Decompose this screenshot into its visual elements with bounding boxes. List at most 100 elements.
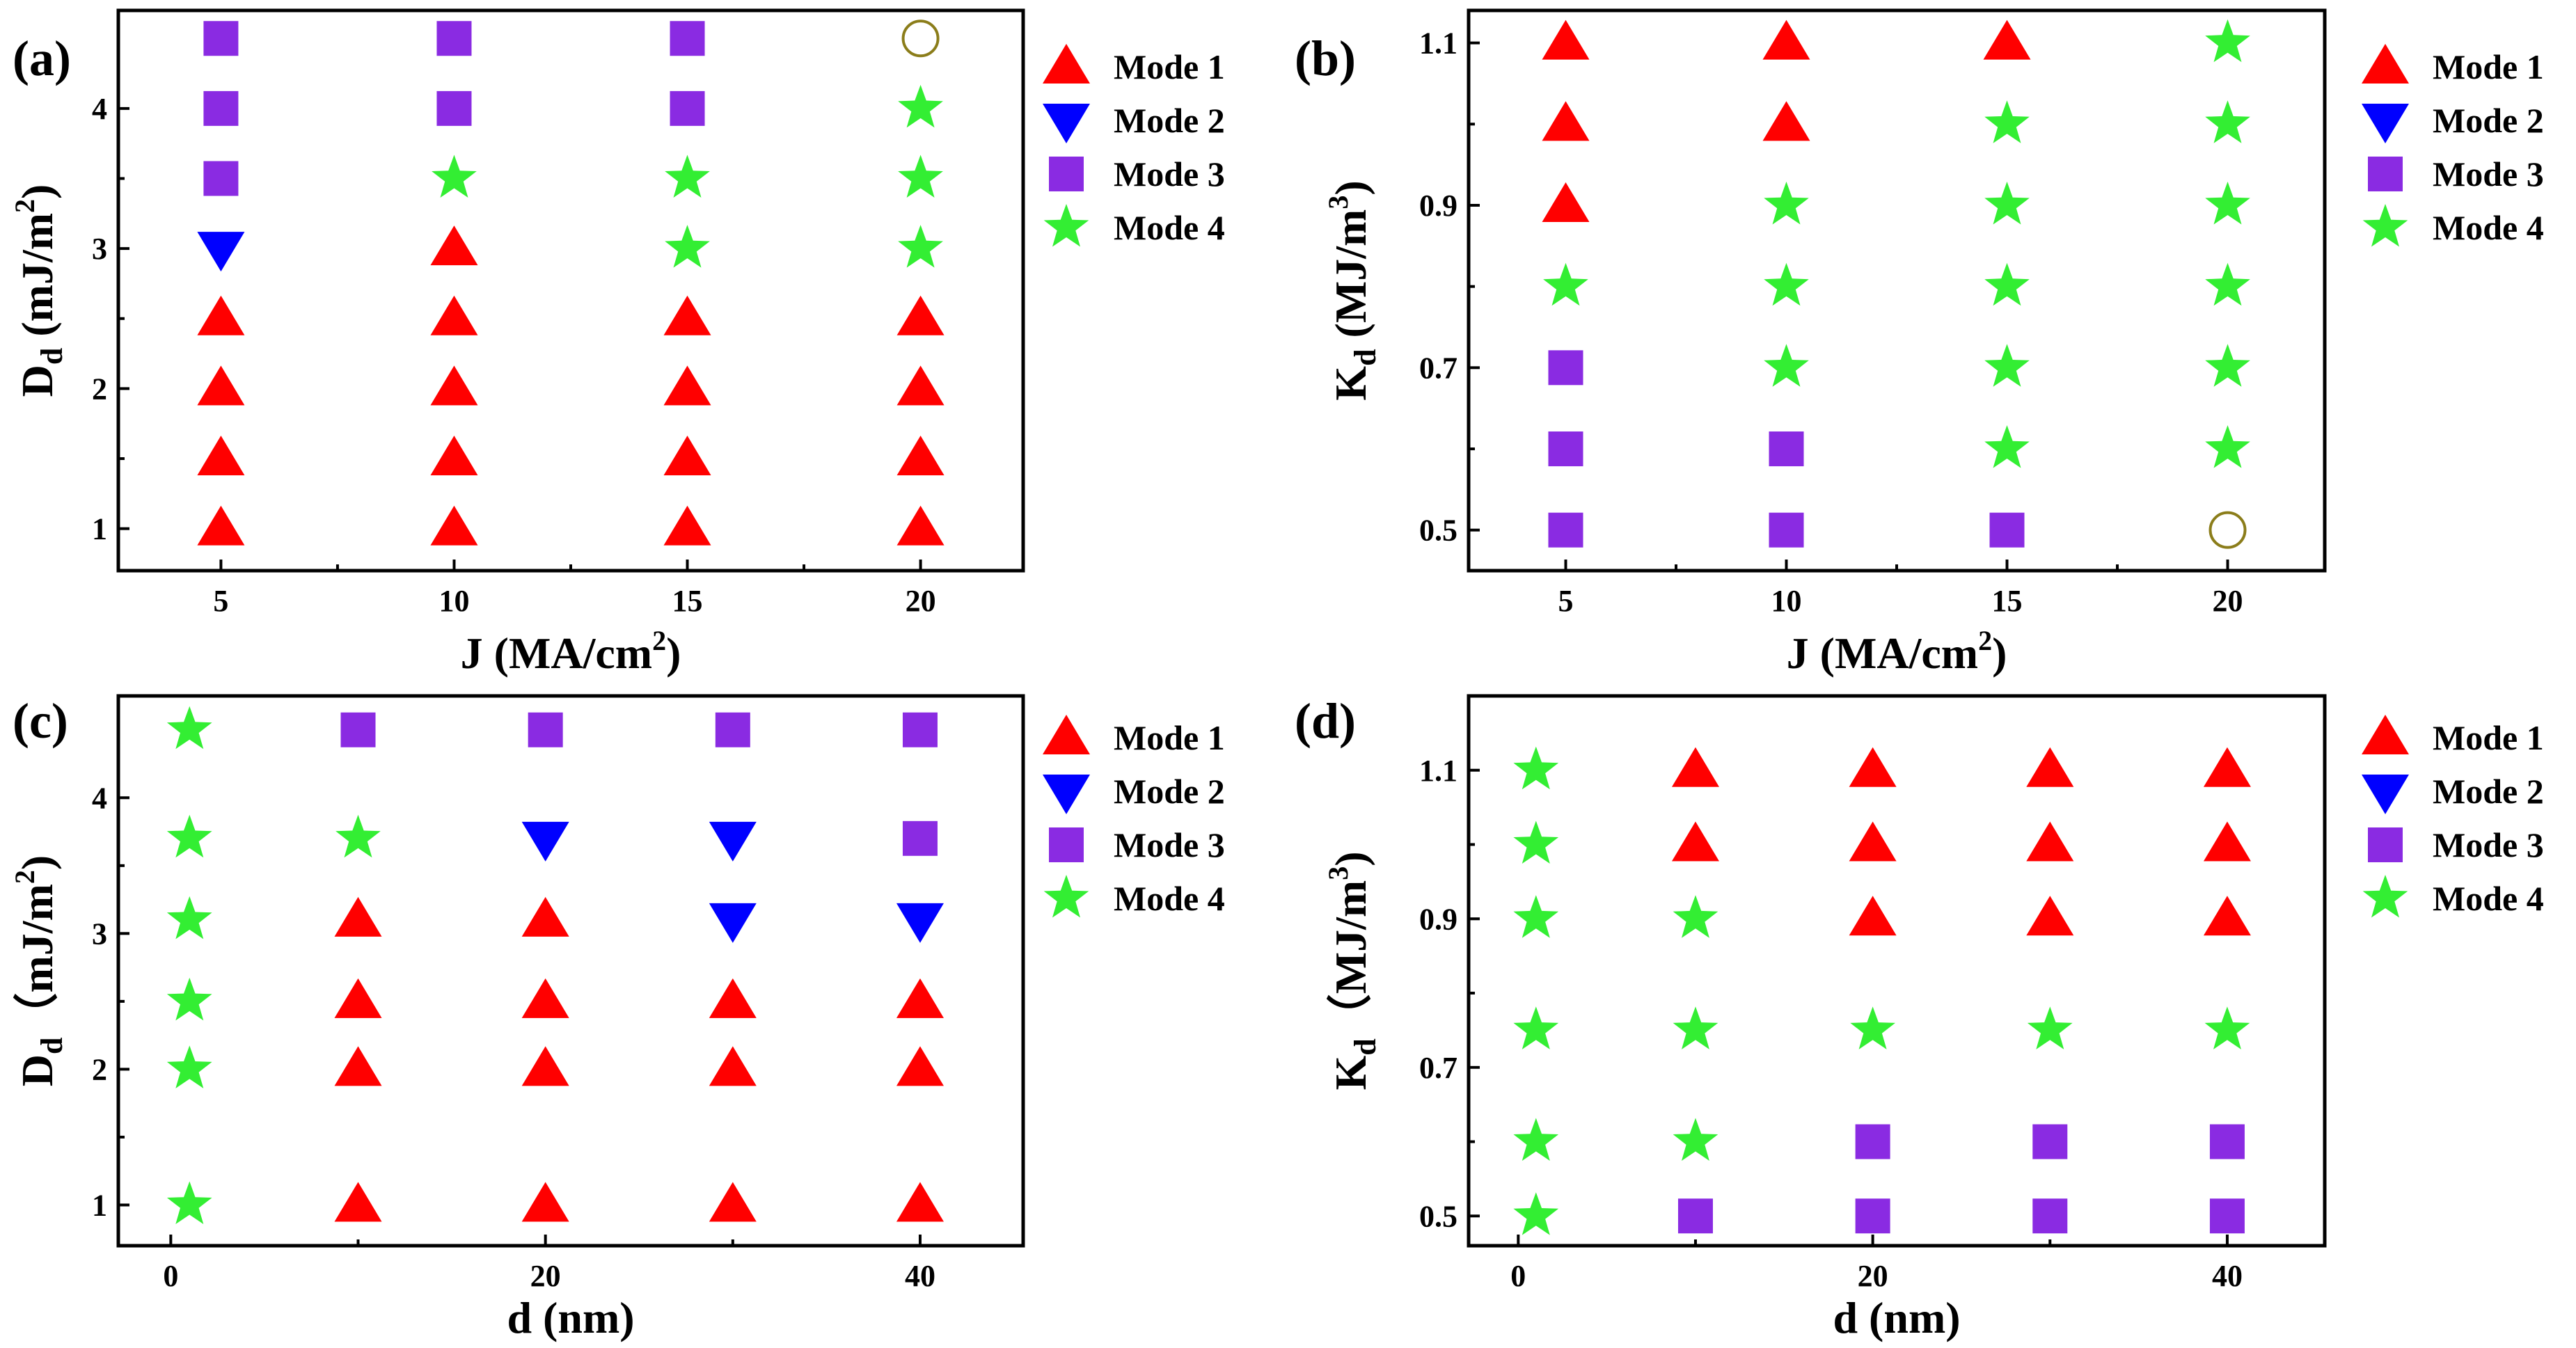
data-point-square-marker: [2209, 1124, 2245, 1159]
data-point-star-marker: [2027, 1006, 2073, 1049]
y-tick-label: 4: [92, 92, 107, 126]
plot-frame: [116, 694, 1025, 1248]
legend-star-marker: [2362, 875, 2408, 918]
x-tick-label: 10: [1771, 584, 1801, 618]
data-point-up-triangle-marker: [521, 896, 569, 937]
y-tick-label: 0.7: [1419, 1051, 1457, 1085]
data-point-square-marker: [670, 21, 705, 56]
y-tick-label: 0.9: [1419, 189, 1457, 223]
data-point-star-marker: [166, 1045, 212, 1088]
data-point-up-triangle-marker: [896, 295, 945, 335]
data-point-star-marker: [335, 814, 381, 858]
x-tick-label: 10: [438, 584, 469, 618]
data-point-down-triangle-marker: [709, 821, 757, 862]
x-tick-label: 0: [163, 1259, 178, 1293]
data-point-square-marker: [340, 712, 376, 747]
data-point-square-marker: [203, 90, 239, 126]
data-point-star-marker: [665, 225, 710, 268]
data-point-star-marker: [1513, 1118, 1559, 1161]
panel-label: (b): [1295, 31, 1356, 86]
data-point-star-marker: [1513, 820, 1559, 864]
data-point-up-triangle-marker: [197, 295, 245, 335]
data-point-up-triangle-marker: [896, 365, 945, 406]
y-tick-label: 0.5: [1419, 514, 1457, 548]
y-tick-label: 2: [92, 372, 107, 406]
data-point-up-triangle-marker: [1849, 821, 1897, 862]
data-point-up-triangle-marker: [2026, 747, 2074, 787]
data-point-star-marker: [1764, 262, 1809, 306]
data-point-star-marker: [1673, 1006, 1718, 1049]
x-axis-label: d (nm): [507, 1293, 634, 1342]
data-point-star-marker: [1984, 100, 2030, 143]
panel-d: 0 20 40 0.5 0.7 0.9 1.1 (d) d (nm) Kd（MJ/m3) Mode …: [1295, 693, 2544, 1342]
data-point-open-circle-marker: [901, 19, 940, 58]
y-tick-label: 3: [92, 232, 107, 266]
data-point-up-triangle-marker: [197, 365, 245, 406]
legend: Mode 1 Mode 2 Mode 3 Mode 4: [2362, 715, 2544, 918]
data-point-star-marker: [166, 896, 212, 939]
x-tick-label: 5: [213, 584, 228, 618]
legend-square-marker: [1049, 157, 1084, 191]
x-axis-label: J (MA/cm2): [1787, 625, 2007, 678]
data-point-star-marker: [1513, 895, 1559, 938]
data-point-up-triangle-marker: [1762, 19, 1810, 60]
data-point-up-triangle-marker: [663, 295, 711, 335]
legend-up-triangle-marker: [1043, 715, 1090, 754]
legend-star-marker: [1043, 204, 1089, 247]
y-axis-label: Kd (MJ/m3): [1322, 180, 1382, 400]
data-point-down-triangle-marker: [709, 903, 757, 943]
data-point-up-triangle-marker: [2203, 821, 2251, 862]
data-point-up-triangle-marker: [896, 1046, 944, 1086]
data-point-square-marker: [1989, 512, 2025, 548]
data-point-star-marker: [898, 225, 943, 268]
data-point-square-marker: [203, 161, 239, 196]
data-point-star-marker: [432, 154, 477, 198]
data-point-star-marker: [898, 84, 943, 128]
data-point-star-marker: [1984, 262, 2030, 306]
data-point-up-triangle-marker: [334, 978, 382, 1018]
data-point-up-triangle-marker: [663, 436, 711, 475]
data-point-down-triangle-marker: [521, 821, 569, 862]
legend-up-triangle-marker: [2362, 44, 2409, 84]
legend-label: Mode 4: [2433, 879, 2544, 918]
data-point-square-marker: [1855, 1124, 1890, 1159]
data-point-star-marker: [2205, 344, 2250, 387]
data-point-up-triangle-marker: [1671, 821, 1719, 862]
data-point-square-marker: [1548, 431, 1583, 466]
y-tick-label: 0.7: [1419, 351, 1457, 385]
data-point-open-circle-marker: [2208, 511, 2247, 549]
data-point-up-triangle-marker: [430, 365, 478, 406]
plot-frame: [1467, 8, 2327, 573]
data-point-square-marker: [1548, 512, 1583, 548]
data-point-star-marker: [166, 706, 212, 750]
data-point-up-triangle-marker: [896, 978, 944, 1018]
legend-up-triangle-marker: [1043, 44, 1090, 84]
panel-b: 5 10 15 20 0.5 0.7 0.9 1.1 (b) J (MA/cm2) Kd (MJ/m…: [1295, 8, 2544, 678]
data-point-up-triangle-marker: [1542, 19, 1590, 60]
panel-label: (d): [1295, 693, 1356, 749]
y-tick-label: 3: [92, 917, 107, 951]
data-point-star-marker: [1543, 262, 1588, 306]
legend-label: Mode 3: [2433, 825, 2544, 864]
legend-label: Mode 3: [1114, 825, 1225, 864]
data-point-up-triangle-marker: [2203, 896, 2251, 936]
x-tick-label: 20: [1858, 1259, 1888, 1293]
legend-up-triangle-marker: [2362, 715, 2409, 754]
data-point-square-marker: [1769, 512, 1804, 548]
data-point-star-marker: [1850, 1006, 1895, 1049]
data-point-star-marker: [1673, 1118, 1718, 1161]
data-point-square-marker: [1855, 1198, 1890, 1234]
data-point-star-marker: [2204, 1006, 2250, 1049]
data-point-star-marker: [2205, 100, 2250, 143]
x-axis-label: d (nm): [1833, 1293, 1960, 1342]
data-point-star-marker: [1984, 425, 2030, 468]
y-tick-label: 1: [92, 512, 107, 546]
x-tick-label: 20: [2213, 584, 2243, 618]
data-point-up-triangle-marker: [1849, 747, 1897, 787]
data-point-square-marker: [902, 712, 938, 747]
legend-down-triangle-marker: [1043, 104, 1090, 143]
data-point-up-triangle-marker: [896, 505, 945, 546]
data-point-square-marker: [1677, 1198, 1713, 1234]
legend-label: Mode 2: [1114, 772, 1225, 811]
